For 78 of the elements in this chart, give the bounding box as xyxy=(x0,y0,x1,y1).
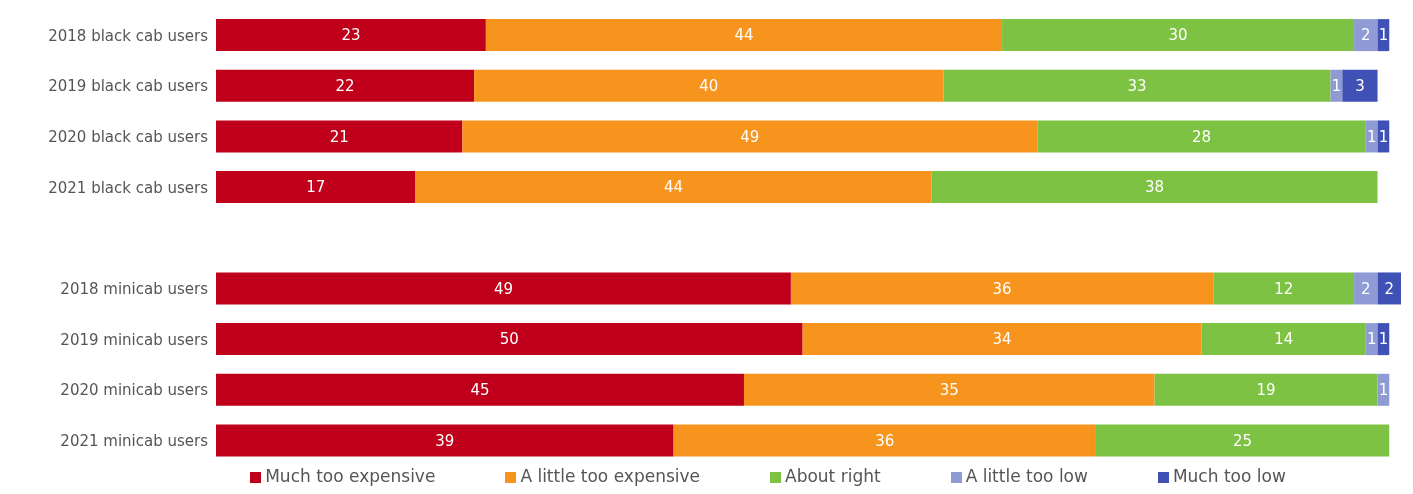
data-label: 49 xyxy=(493,279,513,298)
data-label: 33 xyxy=(1127,77,1147,96)
bar xyxy=(216,19,486,52)
data-label: 2 xyxy=(1361,279,1371,298)
legend-label: A little too low xyxy=(965,466,1088,486)
y-tick-label: 2019 minicab users xyxy=(60,330,209,349)
bar xyxy=(931,171,1378,204)
data-label: 25 xyxy=(1233,431,1253,450)
data-label: 38 xyxy=(1145,178,1165,197)
bar xyxy=(673,424,1096,457)
data-label: 2 xyxy=(1384,279,1395,298)
data-label: 40 xyxy=(699,77,719,96)
data-label: 36 xyxy=(875,431,895,450)
legend-label: A little too expensive xyxy=(520,466,701,486)
bar xyxy=(1037,120,1366,153)
data-label: 1 xyxy=(1378,26,1389,45)
bar xyxy=(1095,424,1390,457)
data-label: 23 xyxy=(341,26,361,45)
bar xyxy=(216,120,463,153)
bar xyxy=(1354,19,1378,52)
bar xyxy=(1354,272,1378,305)
y-tick-label: 2019 black cab users xyxy=(48,77,209,96)
y-tick-label: 2018 black cab users xyxy=(48,26,209,45)
legend-label: About right xyxy=(785,466,881,486)
bar xyxy=(485,19,1003,52)
data-label: 28 xyxy=(1192,127,1212,146)
data-label: 2 xyxy=(1361,26,1371,45)
data-label: 3 xyxy=(1355,77,1365,96)
y-tick-label: 2020 black cab users xyxy=(48,127,209,146)
bar xyxy=(1365,120,1378,153)
y-tick-label: 2021 black cab users xyxy=(48,178,209,197)
data-label: 1 xyxy=(1366,330,1377,349)
bar xyxy=(474,69,944,102)
legend-label: Much too expensive xyxy=(265,466,436,486)
bar xyxy=(1365,323,1378,356)
data-label: 44 xyxy=(664,178,684,197)
data-label: 22 xyxy=(335,77,355,96)
bar xyxy=(743,373,1155,406)
bar xyxy=(802,323,1202,356)
bar xyxy=(1377,272,1401,305)
data-label: 45 xyxy=(470,381,490,400)
data-label: 17 xyxy=(306,178,326,197)
data-label: 35 xyxy=(939,381,959,400)
bar xyxy=(216,272,791,305)
data-label: 30 xyxy=(1168,26,1188,45)
data-label: 39 xyxy=(435,431,455,450)
bar xyxy=(790,272,1214,305)
data-label: 14 xyxy=(1274,330,1294,349)
bar xyxy=(1154,373,1378,406)
y-tick-label: 2018 minicab users xyxy=(60,279,209,298)
data-label: 36 xyxy=(992,279,1012,298)
bar xyxy=(462,120,1038,153)
data-label: 50 xyxy=(499,330,519,349)
data-label: 1 xyxy=(1378,381,1389,400)
bar xyxy=(1201,323,1366,356)
bar xyxy=(415,171,932,204)
bar xyxy=(216,69,475,102)
data-label: 21 xyxy=(329,127,349,146)
data-label: 12 xyxy=(1274,279,1294,298)
data-label: 1 xyxy=(1366,127,1377,146)
bar xyxy=(216,323,803,356)
data-label: 34 xyxy=(992,330,1012,349)
data-label: 1 xyxy=(1378,330,1389,349)
data-label: 1 xyxy=(1378,127,1389,146)
data-label: 44 xyxy=(734,26,754,45)
bar xyxy=(1002,19,1355,52)
bar xyxy=(216,373,744,406)
bar xyxy=(943,69,1331,102)
data-label: 49 xyxy=(740,127,760,146)
legend-label: Much too low xyxy=(1172,466,1286,486)
y-tick-label: 2020 minicab users xyxy=(60,381,209,400)
bar xyxy=(1342,69,1378,102)
y-tick-label: 2021 minicab users xyxy=(60,431,209,450)
bar xyxy=(216,424,674,457)
data-label: 19 xyxy=(1256,381,1276,400)
data-label: 1 xyxy=(1331,77,1342,96)
bar xyxy=(1213,272,1355,305)
bar xyxy=(216,171,416,204)
